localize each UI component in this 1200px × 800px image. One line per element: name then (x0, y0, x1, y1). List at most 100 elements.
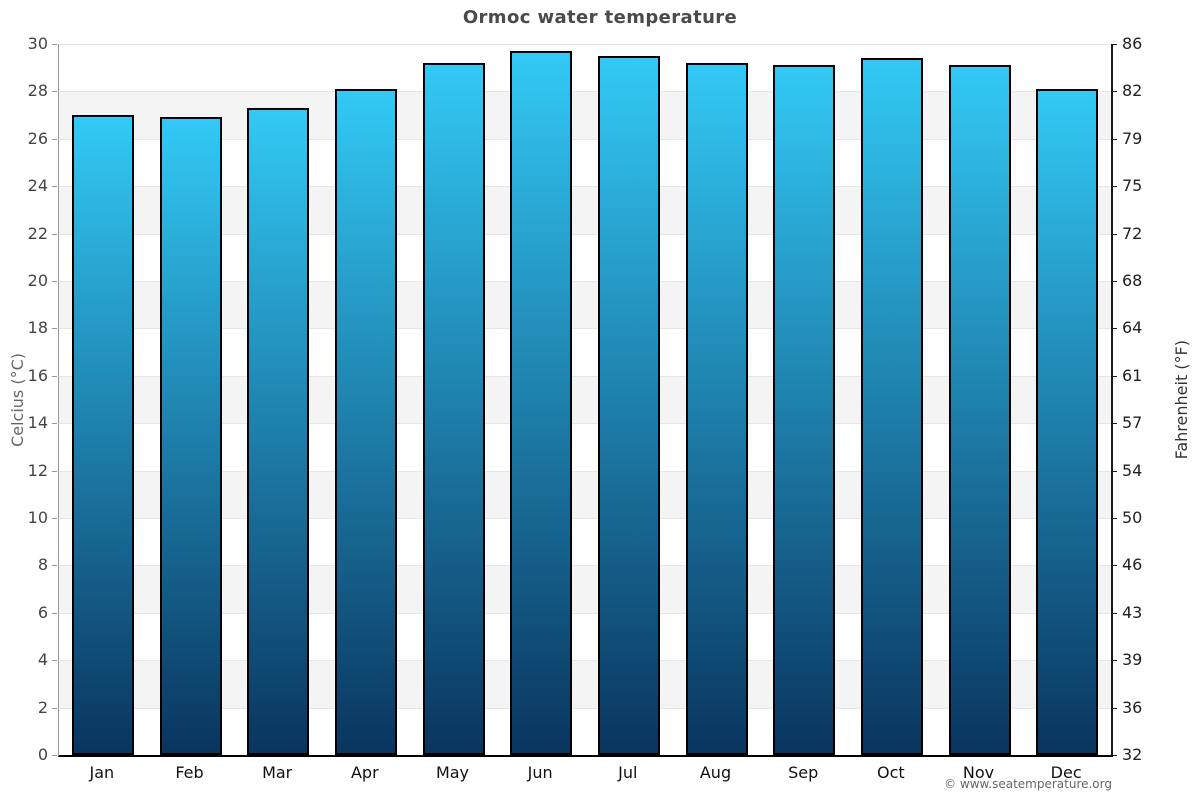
grid-band (59, 565, 1111, 613)
y-tick-label-celsius: 4 (37, 650, 48, 670)
y-tick-label-celsius: 10 (27, 508, 48, 527)
bar-feb (159, 117, 222, 755)
y-tickmark-celsius (52, 375, 57, 377)
y-axis-title-celsius: Celcius (°C) (2, 44, 32, 755)
bar-mar (247, 108, 310, 755)
bar-sep (773, 65, 836, 755)
y-tickmark-celsius (52, 186, 57, 188)
y-tick-label-fahrenheit: 57 (1122, 413, 1143, 433)
y-tickmark-celsius (52, 281, 57, 282)
y-tick-label-celsius: 30 (27, 34, 48, 53)
y-tick-label-fahrenheit: 75 (1122, 176, 1143, 196)
y-tick-label-celsius: 0 (37, 745, 48, 764)
y-tickmark-celsius (52, 518, 57, 519)
y-tickmark-celsius (52, 423, 57, 425)
grid-band (59, 660, 1111, 708)
y-axis-title-fahrenheit-text: Fahrenheit (°F) (1171, 339, 1191, 460)
y-tick-label-fahrenheit: 39 (1122, 650, 1143, 670)
y-axis-title-celsius-text: Celcius (°C) (7, 352, 27, 447)
y-tickmark-fahrenheit (1112, 755, 1117, 756)
copyright-credit: © www.seatemperature.org (944, 777, 1112, 791)
x-tick-label-sep: Sep (788, 763, 819, 782)
y-tickmark-celsius (52, 233, 57, 235)
x-tick-label-mar: Mar (262, 763, 293, 782)
y-tickmark-fahrenheit (1112, 138, 1117, 140)
y-tickmark-fahrenheit (1112, 423, 1117, 425)
y-tickmark-fahrenheit (1112, 565, 1117, 567)
grid-band (59, 233, 1111, 281)
y-tick-label-fahrenheit: 61 (1122, 365, 1143, 385)
grid-band (59, 44, 1111, 92)
y-tick-label-fahrenheit: 43 (1122, 602, 1143, 622)
x-tick-label-jul: Jul (618, 763, 638, 782)
y-tickmark-celsius (52, 660, 57, 662)
y-tickmark-celsius (52, 91, 57, 93)
y-tickmark-fahrenheit (1112, 707, 1117, 709)
y-tickmark-fahrenheit (1112, 518, 1117, 519)
y-tickmark-celsius (52, 138, 57, 140)
y-tick-label-celsius: 26 (27, 128, 48, 148)
bar-jul (597, 55, 660, 755)
y-tick-label-celsius: 18 (27, 318, 48, 338)
y-tick-label-fahrenheit: 32 (1122, 745, 1143, 764)
y-tick-label-fahrenheit: 72 (1122, 223, 1143, 243)
grid-band (59, 375, 1111, 424)
y-tick-label-fahrenheit: 50 (1122, 508, 1143, 527)
y-tick-label-fahrenheit: 64 (1122, 318, 1143, 338)
y-tick-label-fahrenheit: 82 (1122, 81, 1143, 101)
grid-band (59, 518, 1111, 566)
grid-band (59, 328, 1111, 376)
y-tickmark-fahrenheit (1112, 328, 1117, 330)
x-tick-label-aug: Aug (699, 763, 732, 782)
bar-apr (334, 89, 397, 755)
y-tickmark-celsius (52, 755, 57, 756)
y-tickmark-fahrenheit (1112, 660, 1117, 662)
x-tick-label-may: May (435, 763, 470, 782)
x-tick-label-apr: Apr (350, 763, 379, 782)
y-tick-label-celsius: 20 (27, 271, 48, 290)
bar-oct (860, 58, 923, 755)
y-tickmark-celsius (52, 565, 57, 567)
x-tick-label-oct: Oct (876, 763, 905, 782)
y-tick-label-fahrenheit: 79 (1122, 128, 1143, 148)
y-tick-label-fahrenheit: 86 (1122, 34, 1143, 53)
x-tick-label-jun: Jun (527, 763, 553, 782)
grid-band (59, 423, 1111, 471)
bar-jun (510, 51, 573, 755)
y-tick-label-fahrenheit: 68 (1122, 271, 1143, 290)
y-tickmark-fahrenheit (1112, 44, 1117, 45)
y-tickmark-celsius (52, 328, 57, 330)
y-tick-label-fahrenheit: 46 (1122, 555, 1143, 575)
y-tickmark-fahrenheit (1112, 612, 1117, 614)
y-tick-label-celsius: 8 (37, 555, 48, 575)
bar-may (422, 62, 485, 755)
y-tickmark-fahrenheit (1112, 375, 1117, 377)
y-tickmark-fahrenheit (1112, 91, 1117, 93)
y-tickmark-celsius (52, 707, 57, 709)
x-tick-label-jan: Jan (89, 763, 115, 782)
y-tick-label-celsius: 12 (27, 460, 48, 480)
bar-aug (685, 62, 748, 755)
grid-band (59, 281, 1111, 329)
bar-nov (948, 65, 1011, 755)
x-tick-label-feb: Feb (175, 763, 204, 782)
y-tickmark-fahrenheit (1112, 186, 1117, 188)
y-tickmark-fahrenheit (1112, 233, 1117, 235)
grid-band (59, 186, 1111, 234)
grid-band (59, 470, 1111, 518)
chart-title: Ormoc water temperature (462, 7, 738, 28)
bar-dec (1036, 89, 1099, 755)
y-tick-label-celsius: 6 (37, 602, 48, 622)
y-tick-label-celsius: 22 (27, 223, 48, 243)
grid-band (59, 138, 1111, 187)
y-axis-title-fahrenheit: Fahrenheit (°F) (1166, 44, 1196, 755)
x-tick-label-dec: Dec (1050, 763, 1082, 782)
y-tick-label-celsius: 2 (37, 697, 48, 717)
y-tick-label-celsius: 16 (27, 365, 48, 385)
y-tickmark-fahrenheit (1112, 470, 1117, 472)
plot-area (58, 44, 1113, 757)
y-tickmark-celsius (52, 470, 57, 472)
y-tick-label-celsius: 28 (27, 81, 48, 101)
bar-jan (71, 115, 134, 755)
